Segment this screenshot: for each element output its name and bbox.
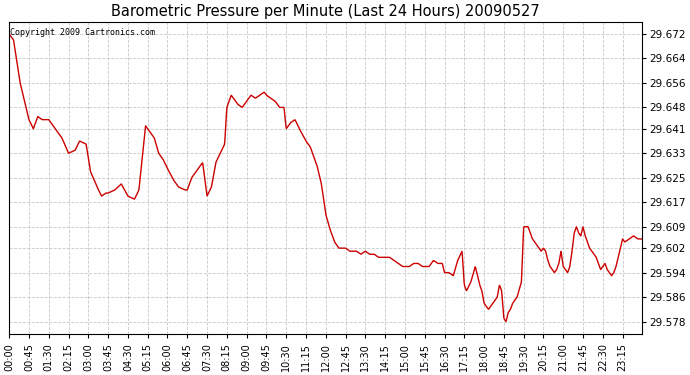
Text: Copyright 2009 Cartronics.com: Copyright 2009 Cartronics.com <box>10 28 155 37</box>
Title: Barometric Pressure per Minute (Last 24 Hours) 20090527: Barometric Pressure per Minute (Last 24 … <box>111 4 540 19</box>
